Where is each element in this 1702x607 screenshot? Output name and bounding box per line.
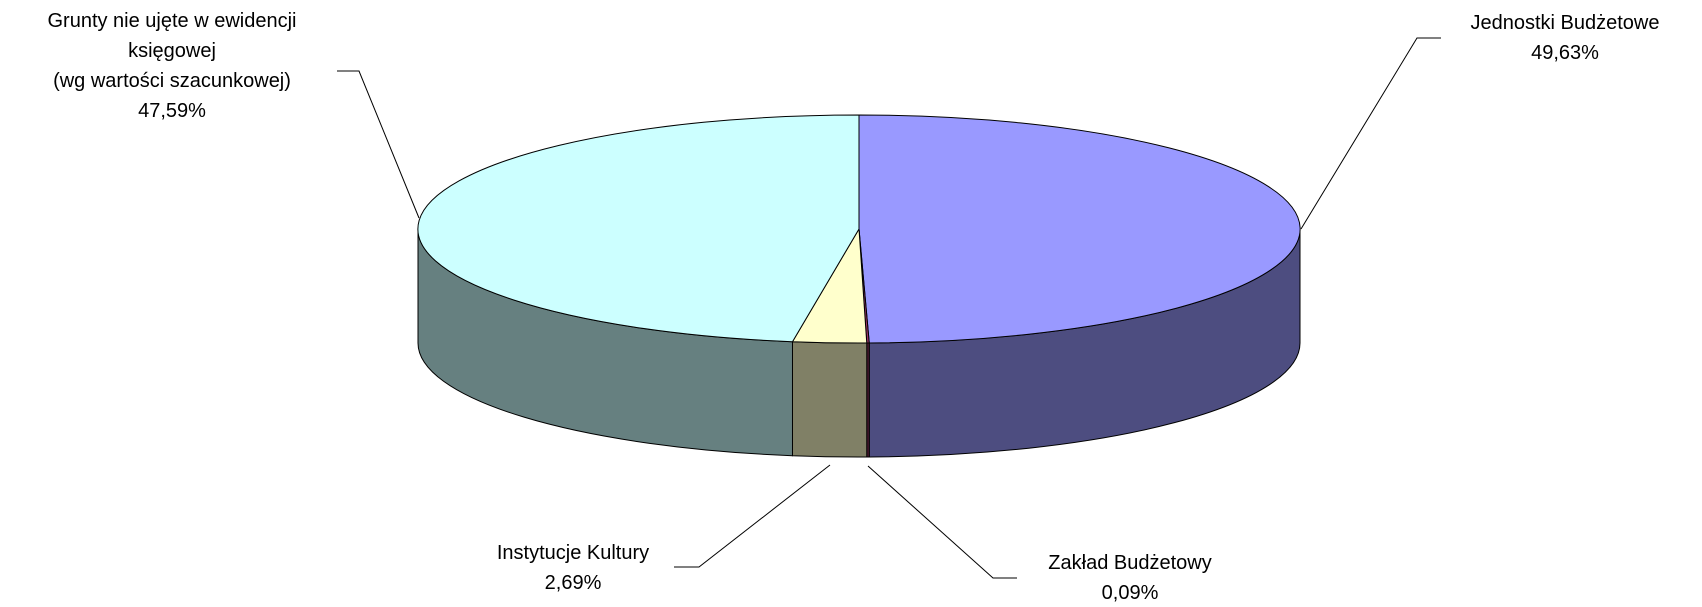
slice-label: Jednostki Budżetowe 49,63% — [1420, 8, 1702, 68]
slice-name: Zakład Budżetowy — [1048, 552, 1212, 574]
leader-line — [674, 464, 831, 568]
slice-label: Zakład Budżetowy 0,09% — [1010, 548, 1250, 607]
slice-value: 47,59% — [138, 100, 206, 122]
slice-value: 0,09% — [1101, 582, 1159, 604]
slice — [858, 114, 1301, 344]
slice — [417, 114, 860, 343]
slice-name: Instytucje Kultury — [496, 542, 650, 564]
leader-line — [867, 465, 1017, 579]
slice-name: Jednostki Budżetowe — [1470, 12, 1660, 34]
leader-line — [337, 70, 420, 219]
slice-name: Grunty nie ujęte w ewidencji księgowej (… — [47, 10, 297, 92]
leader-line — [1300, 37, 1441, 230]
slice-value: 49,63% — [1531, 42, 1599, 64]
slice-side — [791, 341, 868, 458]
slice-value: 2,69% — [544, 572, 602, 594]
slice-label: Grunty nie ujęte w ewidencji księgowej (… — [0, 6, 344, 126]
slice-label: Instytucje Kultury 2,69% — [453, 538, 693, 598]
